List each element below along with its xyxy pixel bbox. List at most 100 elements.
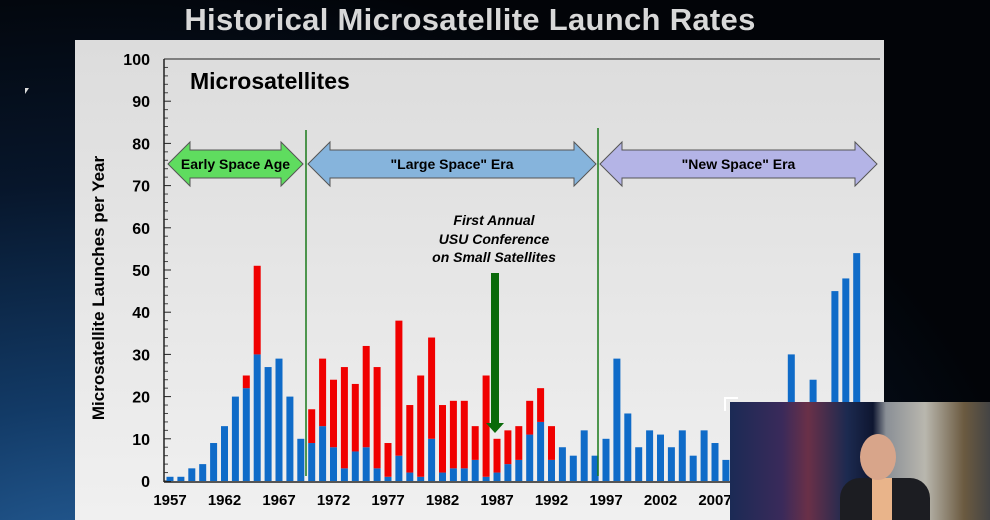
bar-1978-blue xyxy=(395,455,403,481)
bar-1974-red xyxy=(351,383,359,452)
bar-1971-red xyxy=(319,358,327,427)
era-label-1: Early Space Age xyxy=(181,156,290,172)
bar-1993-blue xyxy=(558,447,566,481)
bar-1987-red xyxy=(493,438,501,473)
bar-1990-blue xyxy=(526,434,534,481)
annotation-line-2: USU Conference xyxy=(439,231,550,247)
bar-1975-blue xyxy=(362,447,370,481)
mouse-cursor-icon xyxy=(25,88,29,94)
presenter-webcam xyxy=(730,402,990,520)
bar-2006-blue xyxy=(700,430,708,481)
chart-title: Microsatellites xyxy=(190,68,350,94)
bar-1965-red xyxy=(253,265,261,355)
bar-2005-blue xyxy=(689,455,697,481)
bar-1980-red xyxy=(417,375,425,477)
bar-1990-red xyxy=(526,400,534,435)
bar-1986-blue xyxy=(482,476,490,481)
bar-1959-blue xyxy=(188,468,196,481)
presenter-shirt xyxy=(872,478,892,520)
bar-1958-blue xyxy=(177,476,185,481)
bar-2001-blue xyxy=(646,430,654,481)
bar-2000-blue xyxy=(635,447,643,481)
y-axis-label: Microsatellite Launches per Year xyxy=(89,155,108,420)
x-tick-label: 2002 xyxy=(644,492,677,509)
bar-1964-red xyxy=(242,375,250,389)
bar-1999-blue xyxy=(624,413,632,481)
bar-1966-blue xyxy=(264,367,272,481)
x-tick-label: 1987 xyxy=(480,492,513,509)
bar-1973-blue xyxy=(340,468,348,481)
bar-1971-blue xyxy=(319,426,327,481)
bar-1973-red xyxy=(340,367,348,469)
bar-1970-red xyxy=(308,409,316,444)
bar-1983-blue xyxy=(449,468,457,481)
x-tick-label: 1972 xyxy=(317,492,350,509)
era-arrow-2 xyxy=(307,140,597,188)
bar-1992-red xyxy=(548,426,555,460)
bar-2004-blue xyxy=(678,430,686,481)
bar-2019-blue xyxy=(842,278,850,481)
bar-1982-red xyxy=(439,405,446,473)
bar-1983-red xyxy=(449,400,457,469)
bar-1985-blue xyxy=(471,459,479,481)
bar-1991-red xyxy=(537,388,545,422)
bar-1995-blue xyxy=(580,430,588,481)
bar-1985-red xyxy=(471,426,479,460)
bar-1981-blue xyxy=(428,438,436,481)
era-arrow-1 xyxy=(167,140,304,188)
bar-1964-blue xyxy=(242,388,250,481)
annotation-line-1: First Annual xyxy=(453,212,535,228)
y-tick-label: 100 xyxy=(123,52,150,69)
bar-1991-blue xyxy=(537,421,545,481)
bar-1967-blue xyxy=(275,358,283,481)
era-arrow-3 xyxy=(599,140,878,188)
bar-2018-blue xyxy=(831,291,839,481)
slide-title: Historical Microsatellite Launch Rates xyxy=(184,2,756,37)
x-tick-label: 1967 xyxy=(262,492,295,509)
bar-1976-red xyxy=(373,367,381,469)
x-tick-label: 2007 xyxy=(698,492,731,509)
bar-1978-red xyxy=(395,320,403,456)
bar-1998-blue xyxy=(613,358,621,481)
y-tick-label: 10 xyxy=(132,432,150,449)
bar-1974-blue xyxy=(351,451,359,481)
y-tick-label: 80 xyxy=(132,136,150,153)
bar-1988-red xyxy=(504,430,512,465)
bar-1984-blue xyxy=(460,468,468,481)
bar-1970-blue xyxy=(308,443,316,481)
bar-2020-blue xyxy=(853,253,861,481)
bar-2002-blue xyxy=(657,434,664,481)
bar-1961-blue xyxy=(210,443,218,481)
bar-1972-blue xyxy=(330,447,337,481)
bar-1987-blue xyxy=(493,472,501,481)
bar-1989-blue xyxy=(515,459,523,481)
bar-1984-red xyxy=(460,400,468,469)
bar-1976-blue xyxy=(373,468,381,481)
bar-1977-blue xyxy=(384,476,392,481)
bar-1975-red xyxy=(362,345,370,448)
bar-1968-blue xyxy=(286,396,294,481)
bar-1981-red xyxy=(428,337,436,439)
bar-1979-red xyxy=(406,405,414,473)
y-tick-label: 20 xyxy=(132,390,150,407)
bar-1988-blue xyxy=(504,464,512,481)
x-tick-label: 1962 xyxy=(208,492,241,509)
x-tick-label: 1992 xyxy=(535,492,568,509)
bar-1969-blue xyxy=(297,438,305,481)
y-tick-label: 60 xyxy=(132,221,150,238)
bar-1997-blue xyxy=(602,438,610,481)
y-tick-label: 70 xyxy=(132,179,150,196)
y-tick-label: 30 xyxy=(132,347,150,364)
bar-1965-blue xyxy=(253,354,261,481)
bar-1977-red xyxy=(384,443,392,477)
x-tick-label: 1977 xyxy=(371,492,404,509)
presenter-head xyxy=(860,434,896,480)
y-tick-label: 40 xyxy=(132,305,150,322)
bar-2007-blue xyxy=(711,443,719,481)
bar-1962-blue xyxy=(221,426,228,481)
annotation-arrow xyxy=(486,273,504,433)
bar-2008-blue xyxy=(722,459,730,481)
bar-1979-blue xyxy=(406,472,414,481)
bar-1996-blue xyxy=(591,455,599,481)
